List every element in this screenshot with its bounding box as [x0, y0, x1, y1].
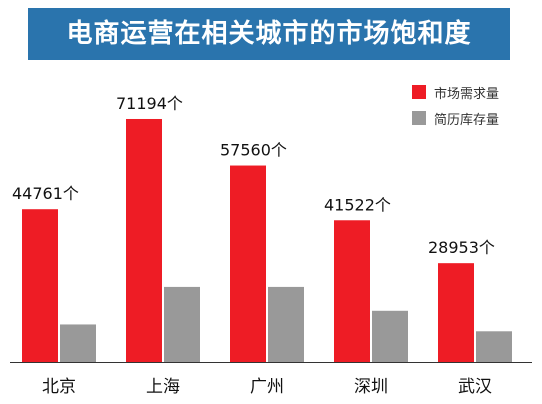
- legend: 市场需求量 简历库存量: [412, 82, 499, 134]
- legend-item-demand: 市场需求量: [412, 82, 499, 102]
- chart-title: 电商运营在相关城市的市场饱和度: [66, 19, 472, 49]
- bar-stock-0: [60, 324, 96, 362]
- bar-demand-0: [22, 209, 58, 362]
- bar-stock-1: [164, 286, 200, 362]
- legend-swatch-demand: [412, 85, 426, 99]
- bar-demand-2: [230, 165, 266, 362]
- bar-demand-4: [438, 263, 474, 362]
- bar-stock-2: [268, 286, 304, 362]
- legend-item-stock: 简历库存量: [412, 108, 499, 128]
- title-banner: 电商运营在相关城市的市场饱和度: [28, 8, 510, 60]
- bar-demand-3: [334, 220, 370, 362]
- bar-stock-3: [372, 310, 408, 362]
- x-tick-label-0: 北京: [42, 377, 76, 397]
- x-tick-label-1: 上海: [146, 377, 180, 397]
- data-label-4: 28953个: [428, 238, 495, 257]
- bar-demand-1: [126, 118, 162, 362]
- x-tick-label-4: 武汉: [458, 377, 492, 397]
- data-label-3: 41522个: [324, 195, 391, 214]
- legend-swatch-stock: [412, 111, 426, 125]
- x-tick-label-2: 广州: [250, 377, 284, 397]
- data-label-0: 44761个: [12, 184, 79, 203]
- legend-label-stock: 简历库存量: [434, 112, 500, 128]
- x-tick-label-3: 深圳: [354, 377, 388, 397]
- data-label-1: 71194个: [116, 94, 183, 113]
- legend-label-demand: 市场需求量: [434, 86, 500, 102]
- bar-stock-4: [476, 331, 512, 362]
- data-label-2: 57560个: [220, 141, 287, 160]
